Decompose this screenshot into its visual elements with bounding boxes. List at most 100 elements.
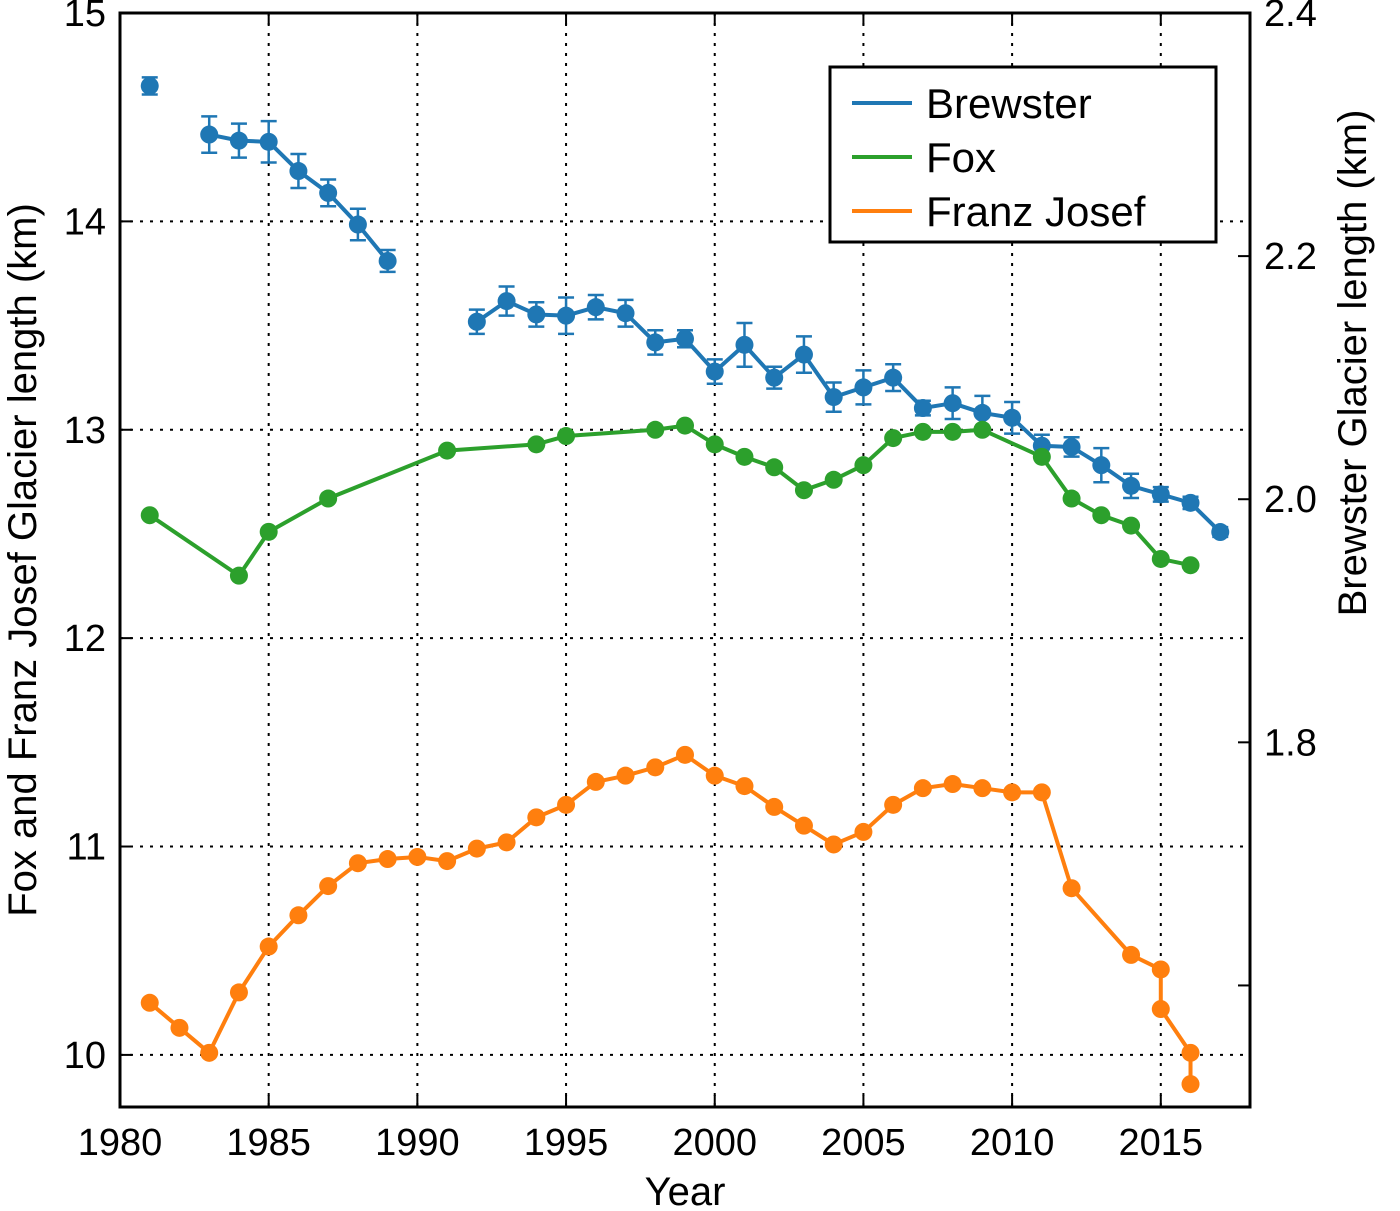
data-point-franz-josef [616, 766, 635, 785]
data-point-franz-josef [824, 835, 843, 854]
x-tick-label: 1990 [375, 1122, 460, 1164]
series-franz-josef [140, 745, 1200, 1094]
data-point-brewster [378, 251, 397, 270]
data-point-brewster [289, 162, 308, 181]
data-point-franz-josef [170, 1018, 189, 1037]
data-point-fox [140, 506, 159, 525]
data-point-brewster [705, 362, 724, 381]
legend-label-brewster: Brewster [926, 80, 1092, 127]
data-point-fox [1062, 489, 1081, 508]
data-point-fox [527, 435, 546, 454]
data-point-franz-josef [794, 816, 813, 835]
data-point-franz-josef [527, 808, 546, 827]
data-point-franz-josef [973, 779, 992, 798]
data-point-franz-josef [378, 850, 397, 869]
series-fox [140, 416, 1200, 585]
data-point-fox [1032, 447, 1051, 466]
data-point-franz-josef [467, 839, 486, 858]
data-point-franz-josef [497, 833, 516, 852]
data-point-franz-josef [319, 877, 338, 896]
data-point-fox [913, 422, 932, 441]
data-point-fox [259, 522, 278, 541]
data-point-brewster [586, 298, 605, 317]
data-point-franz-josef [884, 795, 903, 814]
data-point-fox [229, 566, 248, 585]
data-point-franz-josef [705, 766, 724, 785]
data-point-fox [1151, 549, 1170, 568]
data-point-brewster [1181, 493, 1200, 512]
data-point-brewster [676, 329, 694, 348]
series-brewster [140, 76, 1230, 542]
data-point-brewster [200, 125, 219, 144]
data-point-franz-josef [1181, 1043, 1200, 1062]
y-axis-left-label: Fox and Franz Josef Glacier length (km) [1, 203, 45, 917]
data-point-fox [676, 416, 694, 435]
data-point-franz-josef [1151, 960, 1170, 979]
data-point-brewster [467, 312, 486, 331]
data-point-brewster [735, 335, 754, 354]
y-left-tick-label: 14 [64, 201, 106, 243]
data-point-franz-josef [408, 847, 427, 866]
data-point-franz-josef [289, 906, 308, 925]
data-point-fox [1092, 506, 1111, 525]
y-axis-right-label: Brewster Glacier length (km) [1331, 110, 1375, 617]
x-tick-label: 1995 [524, 1122, 609, 1164]
plot-frame [118, 11, 1252, 1109]
data-point-franz-josef [765, 797, 784, 816]
data-point-fox [943, 422, 962, 441]
data-point-fox [1122, 516, 1141, 535]
data-point-franz-josef [854, 822, 873, 841]
data-point-franz-josef [1062, 879, 1081, 898]
data-point-fox [854, 456, 873, 475]
data-point-fox [319, 489, 338, 508]
legend: Brewster Fox Franz Josef [828, 65, 1218, 244]
data-point-fox [1181, 556, 1200, 575]
data-point-franz-josef [259, 937, 278, 956]
data-point-brewster [497, 292, 516, 311]
data-point-franz-josef [913, 779, 932, 798]
data-point-franz-josef [646, 758, 665, 777]
x-tick-label: 1985 [226, 1122, 311, 1164]
ticks: 1980 1985 1990 1995 2000 2005 2010 2015 10 11 12 13… [64, 0, 1317, 1164]
data-point-fox [557, 427, 576, 446]
data-point-brewster [1092, 456, 1111, 475]
data-point-brewster [1122, 476, 1141, 495]
data-point-franz-josef [229, 983, 248, 1002]
data-point-franz-josef [676, 745, 694, 764]
y-left-tick-label: 15 [64, 0, 106, 35]
data-point-franz-josef [200, 1043, 219, 1062]
y-left-tick-label: 12 [64, 618, 106, 660]
data-point-brewster [794, 345, 813, 364]
y-left-tick-label: 13 [64, 410, 106, 452]
data-point-brewster [557, 306, 576, 325]
data-point-franz-josef [1122, 945, 1141, 964]
data-point-fox [973, 420, 992, 439]
data-point-fox [884, 429, 903, 448]
data-point-franz-josef [943, 775, 962, 794]
y-left-tick-label: 10 [64, 1035, 106, 1077]
x-tick-label: 2000 [672, 1122, 757, 1164]
data-point-fox [765, 458, 784, 477]
data-point-brewster [319, 183, 338, 202]
data-point-brewster [229, 131, 248, 150]
data-point-brewster [348, 215, 367, 234]
y-right-tick-label: 1.8 [1264, 722, 1317, 764]
y-right-tick-label: 2.2 [1264, 236, 1317, 278]
data-point-fox [794, 481, 813, 500]
data-point-brewster [1062, 437, 1081, 456]
data-point-franz-josef [1032, 783, 1051, 802]
data-point-brewster [824, 388, 843, 407]
data-point-franz-josef [1003, 783, 1022, 802]
data-point-franz-josef [348, 854, 367, 873]
data-point-fox [824, 470, 843, 489]
legend-label-fox: Fox [926, 134, 996, 181]
data-point-brewster [527, 305, 546, 324]
data-point-franz-josef [735, 777, 754, 796]
data-point-fox [646, 420, 665, 439]
y-left-tick-label: 11 [67, 827, 106, 869]
data-point-brewster [913, 399, 932, 418]
data-point-franz-josef [140, 993, 159, 1012]
data-point-brewster [1003, 408, 1022, 427]
data-point-fox [705, 435, 724, 454]
